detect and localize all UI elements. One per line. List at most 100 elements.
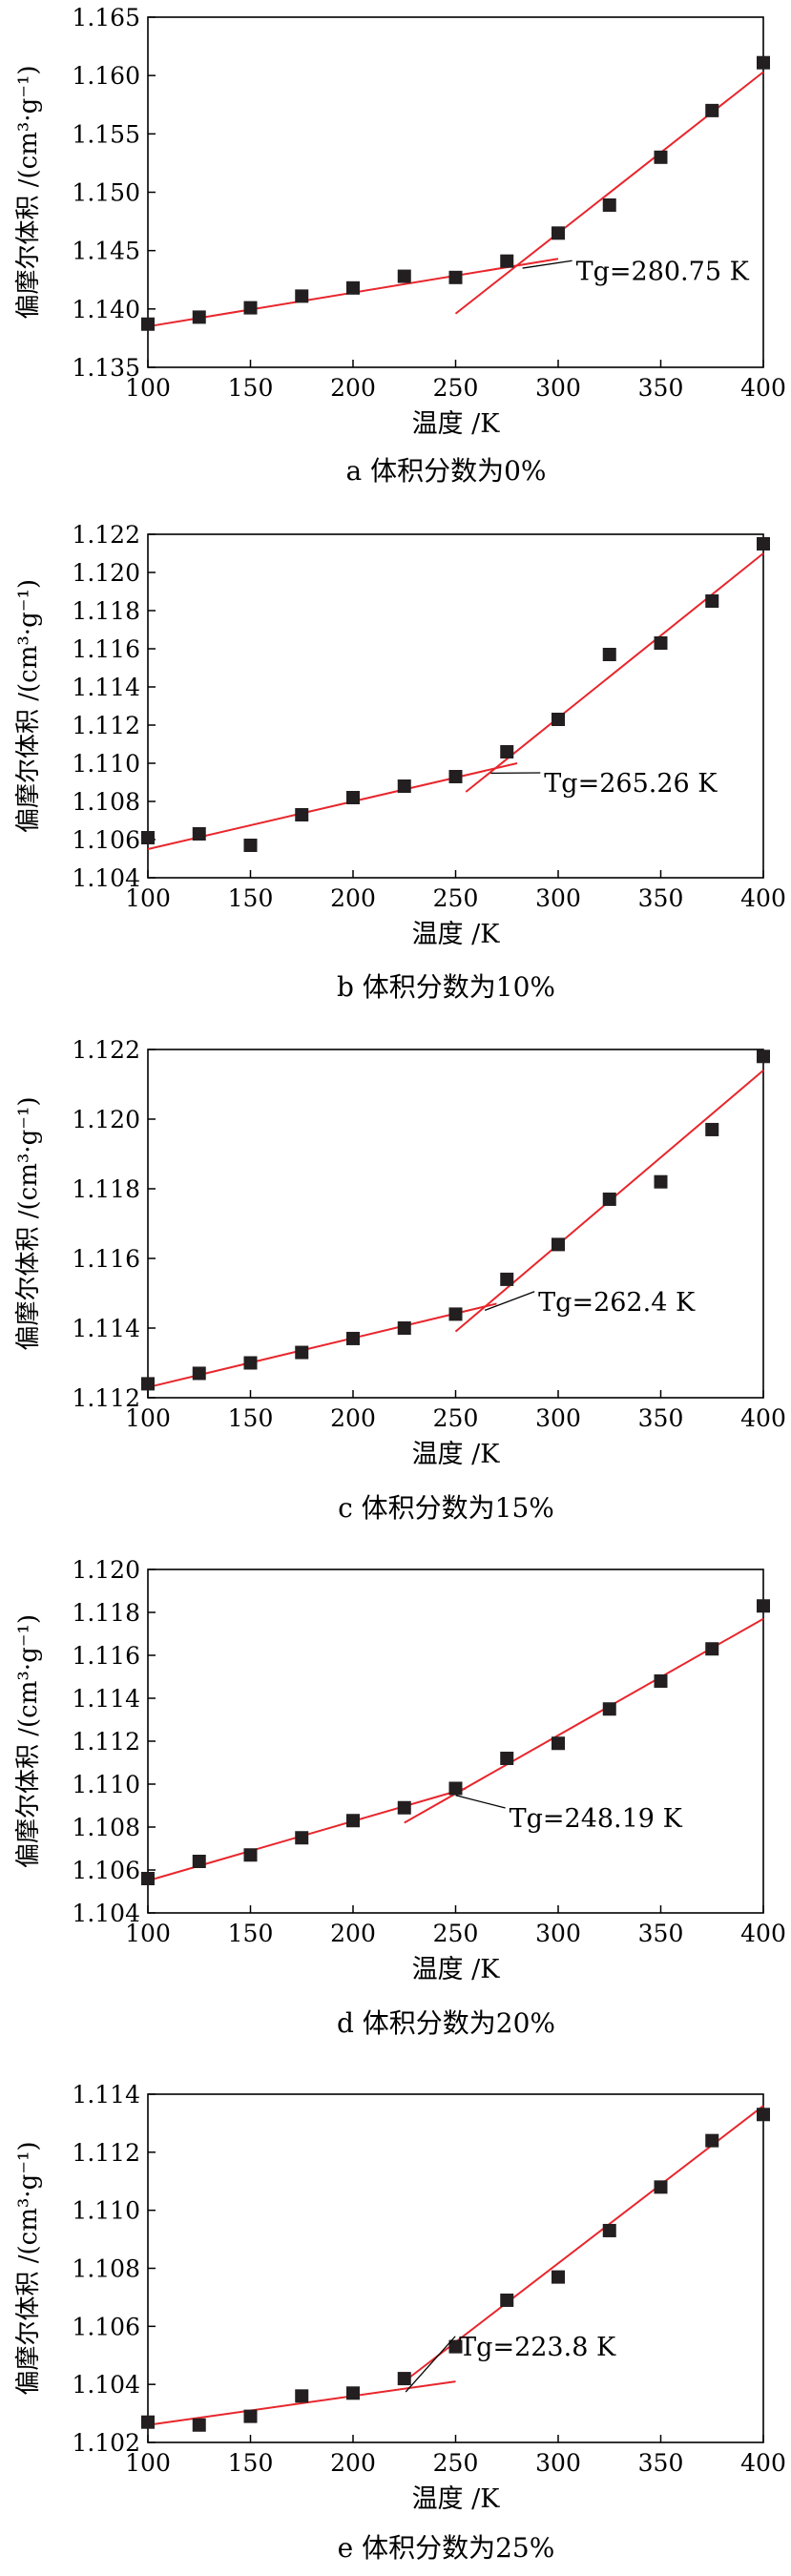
- data-point: [705, 594, 719, 608]
- data-point: [757, 1049, 770, 1064]
- data-point: [346, 2386, 360, 2400]
- x-tick-label: 300: [535, 884, 581, 912]
- y-tick-label: 1.112: [72, 1728, 140, 1755]
- data-point: [552, 226, 565, 240]
- y-tick-label: 1.122: [72, 521, 140, 549]
- y-tick-label: 1.120: [72, 559, 140, 587]
- y-tick-label: 1.116: [72, 635, 140, 663]
- y-tick-label: 1.145: [72, 238, 140, 265]
- x-tick-label: 150: [228, 1404, 274, 1432]
- tg-annotation: Tg=265.26 K: [544, 769, 718, 799]
- panel-caption: b 体积分数为10%: [337, 971, 555, 1003]
- data-point: [602, 1702, 616, 1716]
- data-point: [295, 2389, 309, 2403]
- data-point: [397, 2372, 411, 2386]
- data-point: [705, 2133, 719, 2148]
- y-tick-label: 1.118: [72, 597, 140, 625]
- tg-annotation: Tg=280.75 K: [576, 257, 750, 286]
- x-tick-label: 150: [228, 2449, 274, 2477]
- data-point: [552, 1237, 565, 1252]
- data-point: [295, 1831, 309, 1845]
- y-tick-label: 1.108: [72, 1814, 140, 1841]
- data-point: [243, 1356, 258, 1370]
- data-point: [602, 648, 616, 661]
- y-tick-label: 1.135: [72, 354, 140, 382]
- y-tick-label: 1.118: [72, 1599, 140, 1627]
- y-tick-label: 1.114: [72, 1685, 140, 1713]
- y-tick-label: 1.110: [72, 750, 140, 778]
- chart-panel-e: 100 150 200 250 300 350 400 1.102 1.104 1.106 1.10…: [14, 2081, 786, 2564]
- y-tick-label: 1.110: [72, 1771, 140, 1798]
- y-tick-label: 1.120: [72, 1556, 140, 1584]
- x-tick-label: 250: [433, 374, 479, 402]
- y-tick-label: 1.112: [72, 2139, 140, 2167]
- x-tick-label: 200: [330, 2449, 376, 2477]
- data-point: [295, 808, 309, 821]
- data-point: [602, 1192, 616, 1206]
- y-tick-label: 1.106: [72, 2313, 140, 2340]
- data-point: [295, 289, 309, 303]
- x-tick-label: 250: [433, 1920, 479, 1947]
- y-tick-label: 1.116: [72, 1642, 140, 1670]
- data-point: [192, 827, 206, 841]
- plot-frame: [147, 1568, 764, 1914]
- data-point: [243, 1848, 258, 1862]
- x-tick-label: 400: [740, 374, 786, 402]
- data-point: [757, 2108, 770, 2122]
- y-axis-label: 偏摩尔体积 /(cm³·g⁻¹): [14, 65, 43, 319]
- panel-caption: e 体积分数为25%: [338, 2532, 555, 2564]
- panel-caption: c 体积分数为15%: [338, 1492, 554, 1524]
- x-tick-label: 350: [638, 2449, 684, 2477]
- x-tick-label: 200: [330, 374, 376, 402]
- data-point: [192, 1855, 206, 1868]
- data-point: [500, 2293, 514, 2307]
- y-tick-label: 1.106: [72, 1857, 140, 1884]
- fit-line-1: [147, 1302, 497, 1389]
- x-tick-label: 100: [125, 2449, 171, 2477]
- data-point: [705, 103, 719, 117]
- x-tick-label: 400: [740, 2449, 786, 2477]
- y-axis-label: 偏摩尔体积 /(cm³·g⁻¹): [14, 2141, 43, 2395]
- y-tick-label: 1.104: [72, 1900, 140, 1927]
- data-point: [705, 1642, 719, 1656]
- y-tick-label: 1.114: [72, 674, 140, 701]
- data-point: [448, 770, 463, 783]
- chart-panel-d: 100 150 200 250 300 350 400 1.104 1.106 1.108 1.11…: [14, 1556, 786, 2039]
- x-tick-label: 100: [125, 1404, 171, 1432]
- data-point: [192, 310, 206, 324]
- plot-frame: [147, 533, 764, 879]
- y-tick-label: 1.160: [72, 62, 140, 90]
- fit-line-2: [465, 552, 764, 793]
- data-point: [397, 1321, 411, 1335]
- data-point: [500, 745, 514, 758]
- data-point: [243, 2409, 258, 2423]
- data-point: [346, 1331, 360, 1345]
- data-point: [500, 1272, 514, 1286]
- y-tick-label: 1.165: [72, 4, 140, 31]
- x-tick-label: 200: [330, 884, 376, 912]
- x-axis-label: 温度 /K: [412, 920, 501, 949]
- data-point: [346, 791, 360, 804]
- tg-leader-line: [484, 1291, 535, 1311]
- x-tick-label: 250: [433, 884, 479, 912]
- y-tick-label: 1.108: [72, 2255, 140, 2283]
- data-point: [448, 270, 463, 284]
- x-tick-label: 150: [228, 884, 274, 912]
- x-tick-label: 350: [638, 1920, 684, 1947]
- plot-frame: [147, 1049, 764, 1399]
- data-point: [141, 1872, 155, 1885]
- data-point: [448, 1781, 463, 1796]
- y-tick-label: 1.112: [72, 712, 140, 739]
- tg-leader-line: [455, 1795, 506, 1809]
- data-point: [552, 2270, 565, 2284]
- tg-leader-line: [522, 260, 572, 269]
- panel-caption: a 体积分数为0%: [345, 455, 546, 487]
- fit-line-2: [404, 2105, 764, 2382]
- data-point: [602, 197, 616, 212]
- data-point: [654, 636, 668, 650]
- x-tick-label: 350: [638, 374, 684, 402]
- y-tick-label: 1.104: [72, 2371, 140, 2399]
- data-point: [757, 537, 770, 551]
- data-point: [243, 839, 258, 852]
